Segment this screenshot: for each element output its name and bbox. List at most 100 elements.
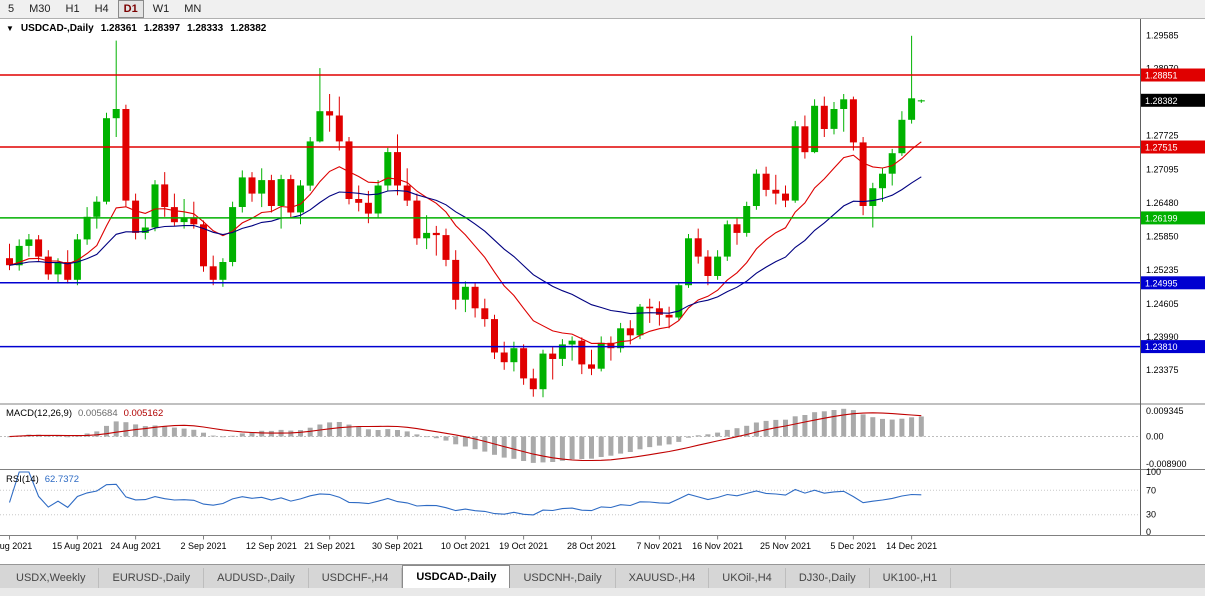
candle-body (394, 152, 401, 186)
macd-histogram-bar (686, 436, 691, 438)
macd-histogram (7, 408, 924, 463)
macd-histogram-bar (550, 436, 556, 462)
candle-body (549, 353, 557, 359)
candle-body (335, 115, 343, 142)
candle-body (869, 188, 877, 206)
macd-signal-line (9, 412, 922, 462)
candle-body (248, 177, 256, 194)
chart-tab-eurusd-daily[interactable]: EURUSD-,Daily (99, 568, 205, 588)
candle-body (403, 185, 411, 201)
time-axis-label: 24 Aug 2021 (110, 541, 161, 551)
candles-layer (6, 35, 925, 398)
price-tag-1.26199-label: 1.26199 (1145, 213, 1178, 223)
rsi-axis-label: 0 (1146, 527, 1151, 537)
price-tag-1.26199 (1141, 211, 1205, 225)
rsi-axis-label: 70 (1146, 485, 1156, 495)
timeframe-button-h1[interactable]: H1 (65, 3, 80, 15)
macd-axis-label: 0.009345 (1146, 406, 1184, 416)
candle-body (597, 342, 605, 369)
chart-tab-xauusd-h4[interactable]: XAUUSD-,H4 (616, 568, 710, 588)
macd-histogram-bar (142, 426, 148, 437)
macd-histogram-bar (414, 434, 420, 437)
time-axis-label: 10 Oct 2021 (441, 541, 490, 551)
timeframe-button-5[interactable]: 5 (8, 3, 15, 15)
macd-histogram-bar (744, 425, 750, 437)
timeframe-button-m30[interactable]: M30 (29, 3, 51, 15)
candle-body (190, 217, 198, 225)
macd-histogram-bar (579, 436, 585, 459)
macd-histogram-bar (850, 410, 856, 437)
candle-body (6, 258, 13, 266)
candle-body (733, 224, 741, 233)
macd-histogram-bar (55, 435, 61, 437)
macd-histogram-bar (113, 421, 119, 437)
price-tag-1.28851-label: 1.28851 (1145, 71, 1178, 81)
timeframe-button-h4[interactable]: H4 (94, 3, 109, 15)
candle-body (413, 200, 421, 239)
macd-histogram-bar (569, 436, 575, 460)
macd-histogram-bar (909, 417, 915, 437)
macd-histogram-bar (880, 418, 885, 437)
candle-body (442, 235, 450, 260)
macd-histogram-bar (433, 436, 439, 439)
macd-histogram-bar (821, 411, 827, 437)
macd-histogram-bar (327, 422, 333, 437)
chart-canvas[interactable]: 1.295851.289701.283551.277251.270951.264… (0, 19, 1205, 564)
candle-body (568, 340, 576, 345)
candle-body (200, 224, 207, 267)
candle-body (917, 100, 925, 102)
time-axis-label: 5 Aug 2021 (0, 541, 32, 551)
candle-body (617, 328, 625, 349)
macd-histogram-bar (385, 429, 391, 437)
candle-body (491, 319, 498, 353)
macd-histogram-bar (375, 430, 381, 437)
candle-body (15, 245, 23, 266)
macd-histogram-bar (792, 416, 798, 437)
chart-tab-dj30-daily[interactable]: DJ30-,Daily (786, 568, 870, 588)
candle-body (782, 193, 789, 201)
macd-histogram-bar (530, 436, 536, 463)
candle-body (326, 111, 334, 116)
candle-body (258, 180, 266, 194)
candle-body (655, 308, 663, 315)
timeframe-button-w1[interactable]: W1 (152, 3, 170, 15)
macd-histogram-bar (598, 436, 604, 457)
candle-body (44, 256, 52, 275)
time-axis-label: 7 Nov 2021 (636, 541, 682, 551)
rsi-axis-label: 30 (1146, 510, 1156, 520)
chart-tab-audusd-daily[interactable]: AUDUSD-,Daily (204, 568, 309, 588)
rsi-axis-label: 100 (1146, 467, 1161, 477)
candle-body (626, 328, 634, 336)
price-tag-1.23810 (1141, 340, 1205, 354)
candle-body (500, 352, 508, 363)
candle-body (432, 232, 440, 236)
candle-body (743, 206, 751, 233)
candle-body (132, 200, 140, 233)
macd-histogram-bar (482, 436, 488, 452)
price-tag-1.28851 (1141, 68, 1205, 82)
candle-body (54, 262, 62, 275)
chart-tab-usdcnh-daily[interactable]: USDCNH-,Daily (510, 568, 616, 588)
time-axis-label: 21 Sep 2021 (304, 541, 355, 551)
chart-tab-usdchf-h4[interactable]: USDCHF-,H4 (309, 568, 403, 588)
chart-tab-ukoil-h4[interactable]: UKOil-,H4 (709, 568, 786, 588)
chart-tab-usdx-weekly[interactable]: USDX,Weekly (3, 568, 100, 588)
chart-tab-uk100-h1[interactable]: UK100-,H1 (870, 568, 952, 588)
timeframe-button-mn[interactable]: MN (184, 3, 202, 15)
candle-body (384, 152, 392, 186)
time-axis-label: 12 Sep 2021 (246, 541, 297, 551)
macd-histogram-bar (637, 436, 643, 450)
time-axis-label: 14 Dec 2021 (886, 541, 937, 551)
chart-tabs: USDX,Weekly EURUSD-,Daily AUDUSD-,Daily USD… (0, 564, 1205, 588)
timeframe-button-d1[interactable]: D1 (117, 0, 144, 18)
candle-body (355, 199, 363, 203)
candle-body (219, 262, 227, 280)
macd-histogram-bar (783, 419, 788, 437)
candle-body (510, 348, 518, 363)
macd-histogram-bar (191, 429, 197, 437)
candle-body (685, 238, 692, 286)
price-tag-1.24995-label: 1.24995 (1145, 278, 1178, 288)
chart-tab-usdcad-daily[interactable]: USDCAD-,Daily (402, 565, 511, 588)
candle-body (122, 109, 130, 201)
chart-svg[interactable]: 1.295851.289701.283551.277251.270951.264… (0, 19, 1205, 564)
